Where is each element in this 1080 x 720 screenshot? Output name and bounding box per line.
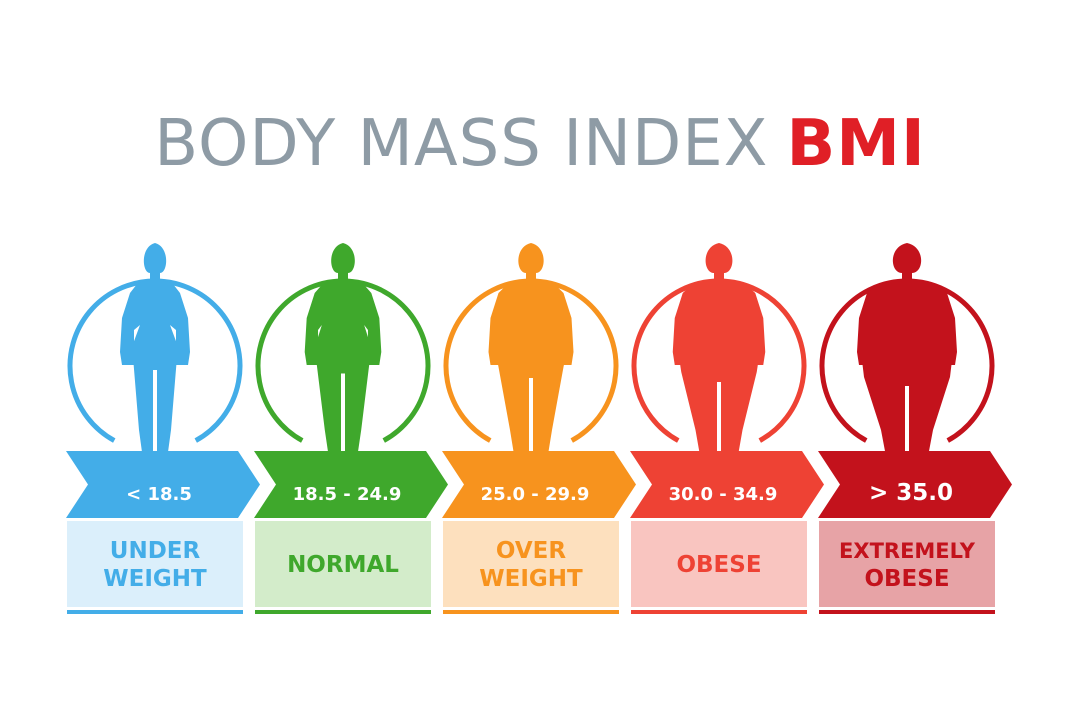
body-silhouette-icon [857, 243, 957, 467]
category-label: WEIGHT [103, 566, 207, 592]
bmi-range: 30.0 - 34.9 [669, 484, 778, 505]
category-underline [819, 610, 995, 614]
category-underline [255, 610, 431, 614]
bmi-category-4: 30.0 - 34.9 OBESE [630, 243, 824, 614]
bmi-category-5: > 35.0 EXTREMELY OBESE [818, 243, 1012, 614]
bmi-category-2: 18.5 - 24.9 NORMAL [254, 243, 448, 614]
range-arrow [442, 451, 636, 518]
category-label: OBESE [864, 566, 949, 592]
bmi-range: > 35.0 [869, 480, 953, 506]
category-box [819, 521, 995, 607]
range-arrow [818, 451, 1012, 518]
bmi-range: < 18.5 [126, 484, 192, 505]
body-silhouette-icon [120, 243, 190, 467]
category-label: EXTREMELY [839, 539, 976, 563]
page-title: BODY MASS INDEX BMI [0, 104, 1080, 184]
category-box [255, 521, 431, 607]
range-arrow [254, 451, 448, 518]
category-box [67, 521, 243, 607]
category-box [443, 521, 619, 607]
category-label: OBESE [676, 552, 761, 578]
category-label: OVER [496, 538, 566, 564]
category-underline [631, 610, 807, 614]
category-label: WEIGHT [479, 566, 583, 592]
range-arrow [66, 451, 260, 518]
title-accent: BMI [786, 107, 926, 181]
bmi-range: 25.0 - 29.9 [481, 484, 590, 505]
category-label: NORMAL [287, 552, 399, 578]
category-underline [443, 610, 619, 614]
body-silhouette-icon [304, 243, 382, 467]
category-box [631, 521, 807, 607]
bmi-range: 18.5 - 24.9 [293, 484, 402, 505]
category-label: UNDER [110, 538, 201, 564]
body-silhouette-icon [672, 243, 766, 467]
title-main: BODY MASS INDEX [154, 107, 769, 181]
body-silhouette-icon [488, 243, 574, 467]
category-underline [67, 610, 243, 614]
range-arrow [630, 451, 824, 518]
